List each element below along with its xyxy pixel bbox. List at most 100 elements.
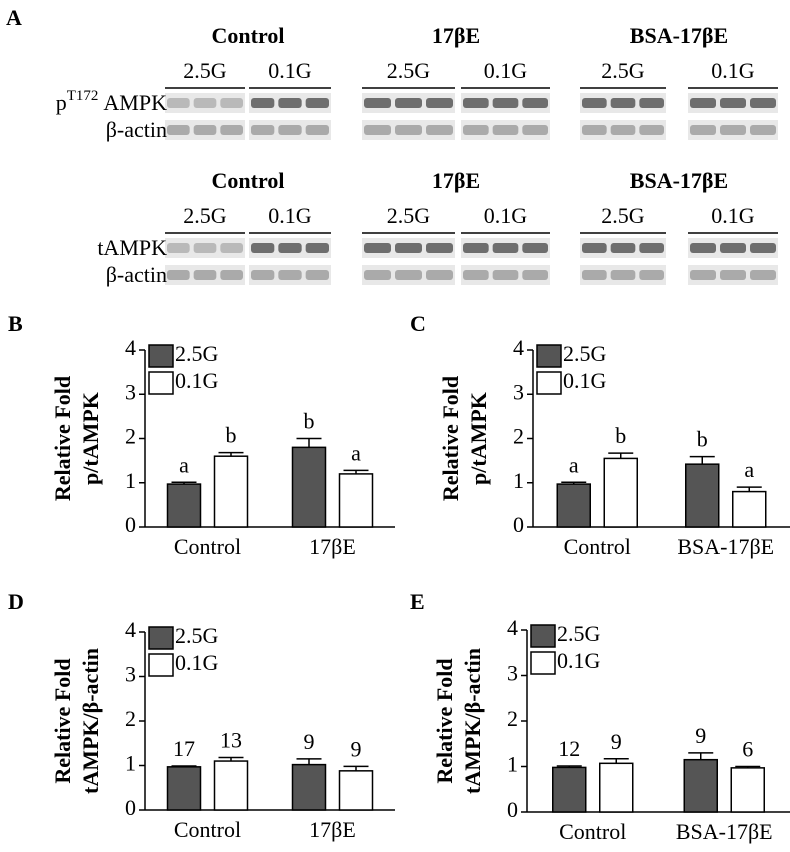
legend-label: 0.1G: [563, 368, 607, 393]
blot-band: [463, 98, 489, 108]
bar-annotation: 13: [220, 728, 242, 753]
row-label-text: AMPK: [103, 90, 167, 115]
blot-band: [220, 270, 243, 280]
blot-band: [522, 243, 548, 253]
row-label-superscript: T172: [67, 88, 99, 104]
y-axis-label: Relative Fold: [50, 658, 75, 783]
bar-annotation: b: [304, 409, 315, 434]
row-label: tAMPK: [97, 235, 167, 260]
blot-band: [690, 98, 716, 108]
y-tick-label: 4: [125, 617, 136, 642]
bar: [291, 763, 327, 811]
y-axis-label: Relative Fold: [438, 376, 463, 501]
blot-band: [220, 243, 243, 253]
condition-label: 0.1G: [268, 58, 312, 83]
blot-band: [639, 125, 664, 135]
blot-band: [750, 98, 776, 108]
condition-label: 2.5G: [601, 58, 645, 83]
group-header: 17βE: [432, 23, 480, 48]
bar: [213, 455, 249, 528]
legend-swatch: [148, 371, 174, 395]
blot-band: [639, 243, 664, 253]
y-axis-label: tAMPK/β-actin: [78, 648, 103, 794]
y-axis-label: p/tAMPK: [78, 392, 103, 485]
bar-annotation: 12: [558, 736, 580, 761]
blot-band: [278, 98, 302, 108]
y-tick-label: 4: [125, 335, 136, 360]
blot-band: [220, 98, 243, 108]
blot-band: [278, 125, 302, 135]
bar-annotation: b: [226, 423, 237, 448]
blot-band: [463, 243, 489, 253]
bar-annotation: 9: [304, 729, 315, 754]
bar-annotation: 6: [742, 737, 753, 762]
legend-label: 0.1G: [557, 648, 601, 673]
bar: [599, 762, 634, 813]
x-tick-label: BSA-17βE: [677, 534, 774, 559]
y-tick-label: 3: [507, 661, 518, 686]
blot-band: [720, 125, 746, 135]
condition-label: 0.1G: [268, 203, 312, 228]
row-label-text: tAMPK: [97, 235, 167, 260]
y-tick-label: 4: [507, 615, 518, 640]
blot-band: [364, 270, 391, 280]
bar-annotation: b: [615, 423, 626, 448]
blot-band: [639, 98, 664, 108]
x-tick-label: 17βE: [309, 817, 356, 842]
bar: [291, 446, 327, 528]
bar: [213, 760, 249, 811]
bar-annotation: a: [351, 440, 361, 465]
bar: [683, 758, 718, 813]
blot-band: [690, 270, 716, 280]
group-header: BSA-17βE: [630, 168, 728, 193]
bar-annotation: a: [569, 452, 579, 477]
blot-band: [492, 98, 519, 108]
blot-band: [251, 270, 275, 280]
y-axis-label: Relative Fold: [50, 376, 75, 501]
blot-band: [690, 125, 716, 135]
blot-band: [720, 98, 746, 108]
x-tick-label: BSA-17βE: [676, 819, 773, 844]
blot-band: [582, 270, 607, 280]
blot-band: [251, 125, 275, 135]
group-header: 17βE: [432, 168, 480, 193]
condition-label: 2.5G: [387, 203, 431, 228]
legend-swatch: [530, 651, 556, 675]
blot-band: [278, 243, 302, 253]
y-tick-label: 3: [125, 379, 136, 404]
y-axis-label: p/tAMPK: [466, 392, 491, 485]
row-label-text: β-actin: [106, 262, 167, 287]
condition-label: 2.5G: [183, 58, 227, 83]
panel-letter: B: [8, 311, 23, 336]
y-tick-label: 1: [507, 752, 518, 777]
blot-band: [463, 125, 489, 135]
bar-annotation: b: [697, 427, 708, 452]
blot-band: [305, 98, 329, 108]
y-tick-label: 2: [125, 706, 136, 731]
blot-band: [522, 125, 548, 135]
blot-band: [305, 125, 329, 135]
blot-band: [582, 125, 607, 135]
panel-letter: D: [8, 589, 24, 614]
bar: [603, 457, 638, 528]
y-tick-label: 0: [125, 795, 136, 820]
blot-band: [167, 270, 190, 280]
bar: [730, 767, 765, 813]
blot-band: [426, 243, 453, 253]
condition-label: 0.1G: [711, 58, 755, 83]
blot-band: [251, 98, 275, 108]
condition-label: 0.1G: [484, 58, 528, 83]
blot-band: [364, 243, 391, 253]
blot-band: [193, 125, 217, 135]
blot-band: [395, 270, 422, 280]
bar-annotation: a: [744, 457, 754, 482]
bar: [556, 483, 591, 528]
blot-band: [220, 125, 243, 135]
y-tick-label: 1: [125, 468, 136, 493]
legend-label: 2.5G: [563, 341, 607, 366]
blot-band: [193, 270, 217, 280]
legend-label: 0.1G: [175, 650, 219, 675]
y-tick-label: 2: [507, 706, 518, 731]
blot-band: [278, 270, 302, 280]
